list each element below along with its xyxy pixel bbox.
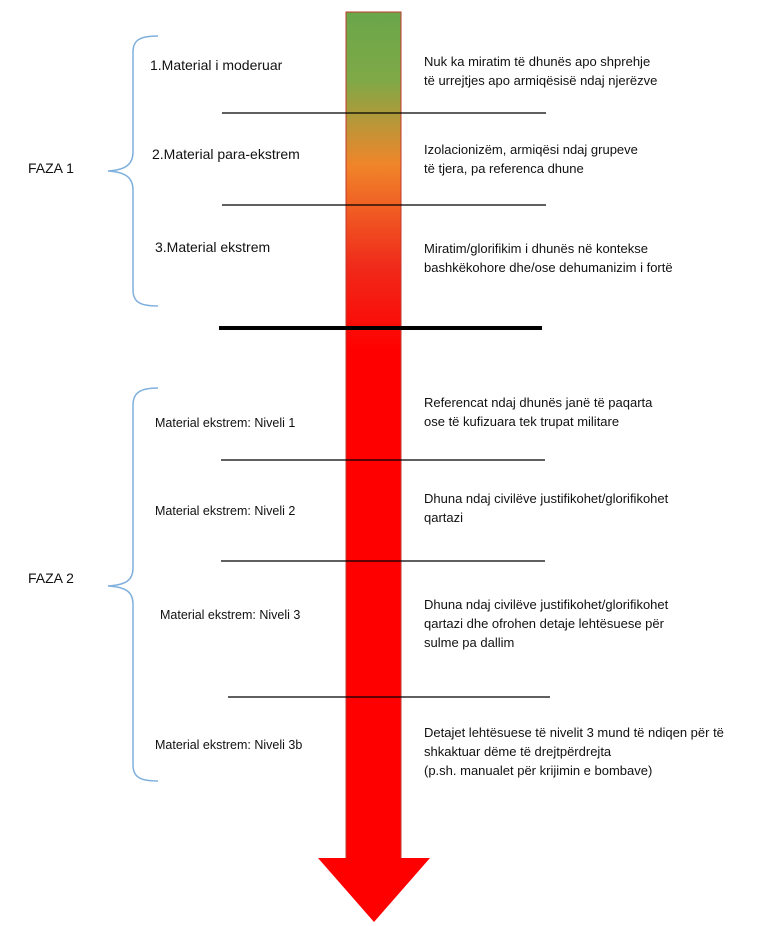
arrow-head (318, 858, 430, 922)
description-line: qartazi dhe ofrohen detaje lehtësuese pë… (424, 616, 664, 631)
description-line: Detajet lehtësuese të nivelit 3 mund të … (424, 725, 724, 740)
level-description-7: Detajet lehtësuese të nivelit 3 mund të … (424, 723, 724, 780)
severity-arrow (318, 11, 430, 922)
level-label-6: Material ekstrem: Niveli 3 (160, 608, 301, 622)
dividers (219, 112, 550, 698)
description-line: Referencat ndaj dhunës janë të paqarta (424, 395, 653, 410)
description-line: qartazi (424, 510, 464, 525)
level-label-5: Material ekstrem: Niveli 2 (155, 504, 296, 518)
description-line: (p.sh. manualet për krijimin e bombave) (424, 763, 653, 778)
level-description-2: Izolacionizëm, armiqësi ndaj grupeve të … (424, 140, 638, 178)
description-line: Dhuna ndaj civilëve justifikohet/glorifi… (424, 491, 669, 506)
phase2-bracket (107, 387, 159, 782)
description-line: Miratim/glorifikim i dhunës në kontekse (424, 241, 648, 256)
phase1-bracket (107, 35, 159, 307)
description-line: shkaktuar dëme të drejtpërdrejta (424, 744, 612, 759)
arrow-shaft (345, 11, 402, 861)
phase-label-2: FAZA 2 (28, 570, 74, 586)
level-description-6: Dhuna ndaj civilëve justifikohet/glorifi… (424, 595, 668, 652)
description-line: ose të kufizuara tek trupat militare (424, 414, 620, 429)
brackets (107, 35, 159, 782)
level-description-5: Dhuna ndaj civilëve justifikohet/glorifi… (424, 489, 668, 527)
level-label-7: Material ekstrem: Niveli 3b (155, 738, 303, 752)
description-line: bashkëkohore dhe/ose dehumanizim i fortë (424, 260, 673, 275)
level-description-3: Miratim/glorifikim i dhunës në kontekse … (424, 239, 673, 277)
level-description-1: Nuk ka miratim të dhunës apo shprehje të… (424, 52, 657, 90)
description-line: Nuk ka miratim të dhunës apo shprehje (424, 54, 651, 69)
level-label-4: Material ekstrem: Niveli 1 (155, 416, 296, 430)
phase-label-1: FAZA 1 (28, 160, 74, 176)
description-line: sulme pa dallim (424, 635, 515, 650)
level-label-1: 1.Material i moderuar (150, 57, 283, 73)
description-line: Dhuna ndaj civilëve justifikohet/glorifi… (424, 597, 669, 612)
description-line: të tjera, pa referenca dhune (424, 161, 584, 176)
level-label-2: 2.Material para-ekstrem (152, 146, 300, 162)
level-label-3: 3.Material ekstrem (155, 239, 271, 255)
level-description-4: Referencat ndaj dhunës janë të paqarta o… (424, 393, 652, 431)
description-line: të urrejtjes apo armiqësisë ndaj njerëzv… (424, 73, 658, 88)
description-line: Izolacionizëm, armiqësi ndaj grupeve (424, 142, 638, 157)
